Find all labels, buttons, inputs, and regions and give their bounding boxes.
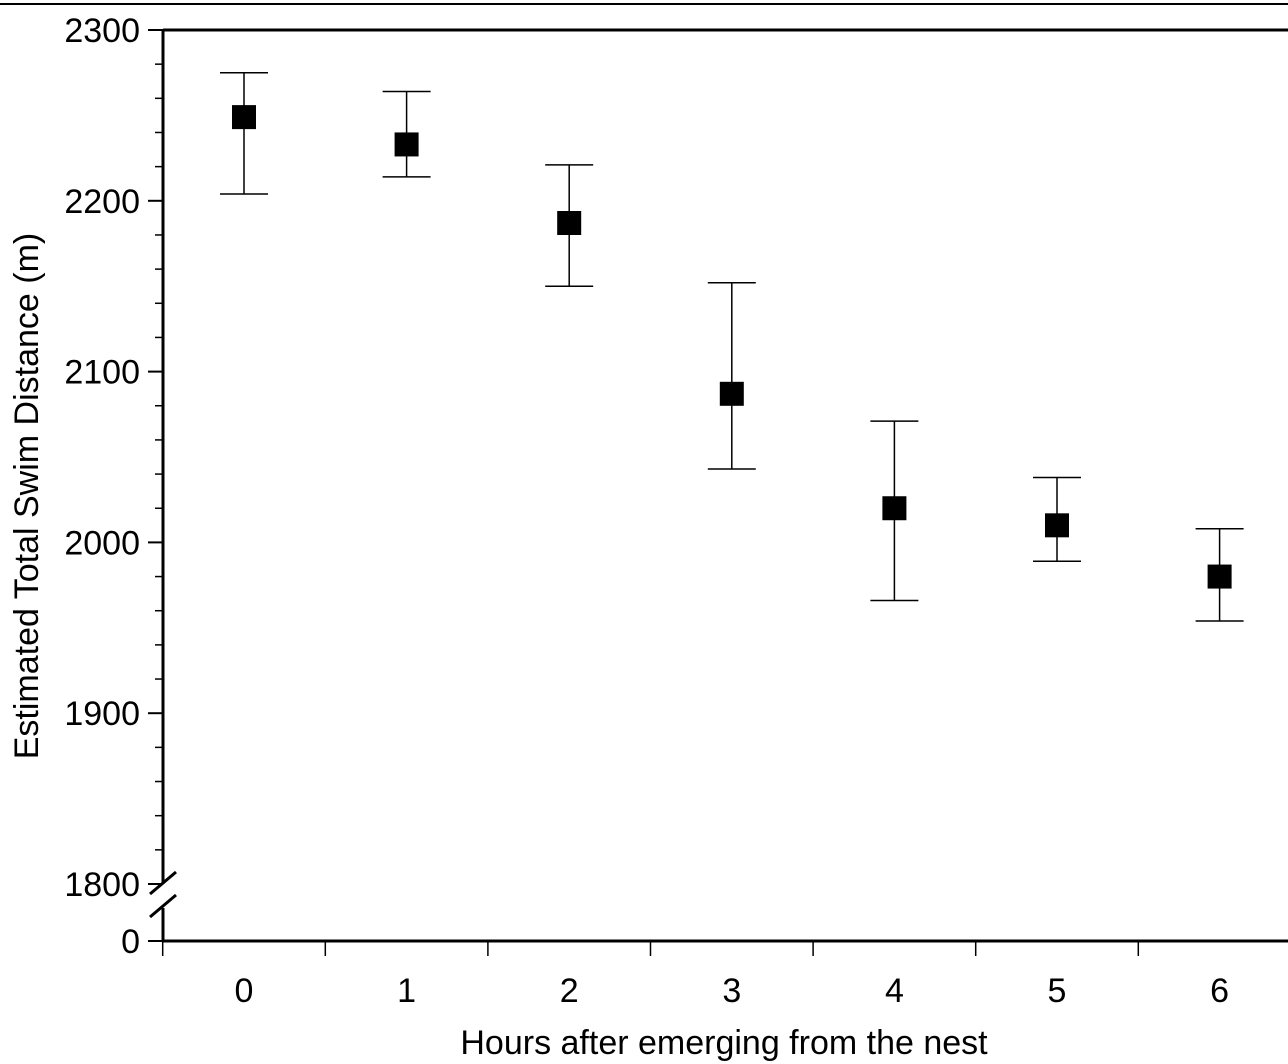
y-tick-label: 2000 [64, 524, 140, 562]
data-point-square [719, 381, 744, 406]
plot-frame [0, 3, 1288, 943]
axis-break-mark-lower [149, 893, 177, 919]
y-tick-label: 1900 [64, 695, 140, 733]
data-point-square [882, 496, 907, 521]
x-tick-label: 1 [397, 972, 416, 1010]
x-tick-label: 0 [235, 972, 254, 1010]
data-points [232, 105, 1232, 589]
x-tick-label: 3 [722, 972, 741, 1010]
x-tick-label: 6 [1210, 972, 1229, 1010]
error-bars [220, 71, 1244, 622]
y-axis-ticks: 2300 2200 2100 2000 1900 1800 0 [64, 12, 163, 961]
y-zero-label: 0 [121, 923, 140, 961]
data-point-square [1207, 564, 1232, 589]
x-tick-label: 2 [560, 972, 579, 1010]
y-tick-label: 2100 [64, 354, 140, 392]
x-tick-label: 4 [885, 972, 904, 1010]
y-tick-label: 1800 [64, 866, 140, 904]
x-axis-title: Hours after emerging from the nest [460, 1024, 988, 1062]
data-point-square [394, 132, 419, 157]
data-point-square [232, 105, 256, 130]
y-axis-title: Estimated Total Swim Distance (m) [8, 233, 46, 760]
y-tick-label: 2300 [64, 12, 140, 50]
data-point-square [1045, 513, 1069, 538]
data-point-square [557, 211, 582, 236]
x-axis-ticks: 0 1 2 3 4 5 6 [161, 941, 1229, 1010]
y-tick-label: 2200 [64, 183, 140, 221]
x-tick-label: 5 [1048, 972, 1067, 1010]
